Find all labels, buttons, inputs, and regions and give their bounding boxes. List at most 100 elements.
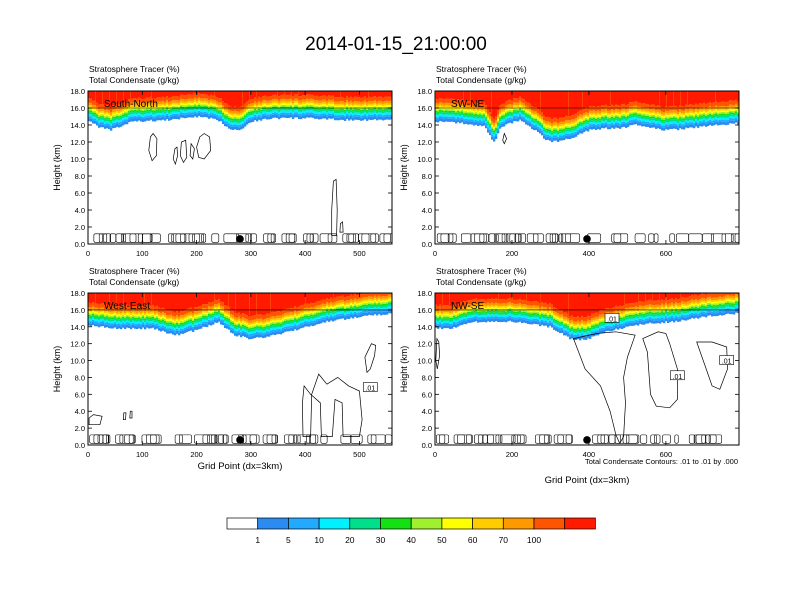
tracer-column	[597, 123, 600, 127]
tracer-column	[651, 114, 654, 117]
tracer-column	[196, 293, 199, 308]
tracer-column	[557, 130, 560, 133]
tracer-column	[589, 106, 592, 111]
tracer-column	[258, 332, 261, 335]
tracer-column	[637, 122, 640, 126]
tracer-column	[551, 134, 554, 138]
tracer-column	[118, 325, 121, 329]
tracer-column	[176, 321, 179, 323]
tracer-column	[242, 119, 245, 122]
tracer-column	[118, 312, 121, 315]
tracer-column	[286, 324, 289, 327]
tracer-column	[232, 91, 235, 107]
tracer-column	[388, 103, 391, 106]
tracer-column	[439, 108, 442, 110]
tracer-column	[172, 318, 175, 321]
tracer-column	[525, 101, 528, 106]
tracer-column	[711, 120, 714, 123]
tracer-column	[525, 117, 528, 120]
tracer-column	[244, 329, 247, 332]
tracer-column	[248, 332, 251, 335]
tracer-column	[294, 316, 297, 319]
tracer-column	[268, 104, 271, 107]
tracer-column	[130, 314, 133, 317]
tracer-column	[282, 94, 285, 99]
tracer-column	[649, 122, 652, 125]
tracer-column	[593, 123, 596, 127]
tracer-column	[286, 105, 289, 107]
tracer-column	[102, 303, 105, 308]
tracer-column	[537, 113, 540, 116]
tracer-column	[553, 137, 556, 141]
tracer-column	[156, 305, 159, 311]
tracer-column	[597, 118, 600, 120]
tracer-column	[354, 114, 357, 117]
tracer-column	[114, 91, 117, 105]
tracer-column	[553, 126, 556, 128]
tracer-column	[302, 101, 305, 104]
tracer-column	[152, 311, 155, 314]
tracer-column	[288, 114, 291, 118]
tracer-column	[124, 109, 127, 112]
tracer-column	[92, 104, 95, 108]
tracer-column	[194, 318, 197, 321]
tracer-column	[126, 91, 129, 102]
tracer-column	[473, 114, 476, 117]
tracer-column	[587, 120, 590, 123]
tracer-column	[194, 105, 197, 108]
tracer-column	[94, 107, 97, 110]
tracer-column	[108, 309, 111, 313]
tracer-column	[138, 104, 141, 106]
tracer-column	[459, 118, 462, 121]
tracer-column	[102, 114, 105, 117]
tracer-column	[134, 115, 137, 118]
tracer-column	[236, 120, 239, 123]
tracer-column	[330, 115, 333, 119]
tracer-column	[344, 102, 347, 105]
tracer-column	[697, 91, 700, 105]
tracer-column	[439, 109, 442, 112]
tracer-column	[314, 109, 317, 112]
tracer-column	[553, 133, 556, 136]
tracer-column	[126, 121, 129, 125]
tracer-column	[621, 117, 624, 120]
tracer-column	[629, 120, 632, 123]
tracer-column	[471, 91, 474, 102]
tracer-column	[507, 120, 510, 124]
tracer-column	[693, 112, 696, 114]
tracer-column	[577, 127, 580, 130]
tracer-column	[635, 119, 638, 122]
tracer-column	[214, 107, 217, 110]
tracer-column	[306, 311, 309, 314]
tracer-column	[445, 108, 448, 111]
tracer-column	[286, 99, 289, 102]
tracer-column	[146, 117, 149, 121]
tracer-column	[112, 323, 115, 326]
tracer-column	[671, 116, 674, 118]
tracer-column	[545, 127, 548, 130]
tracer-column	[469, 121, 472, 125]
tracer-column	[120, 119, 123, 122]
ground-contour	[447, 233, 457, 243]
y-tick-label: 16.0	[70, 104, 85, 113]
tracer-column	[220, 102, 223, 106]
tracer-column	[190, 106, 193, 109]
tracer-column	[126, 322, 129, 325]
tracer-column	[368, 100, 371, 104]
tracer-column	[721, 105, 724, 109]
tracer-column	[334, 313, 337, 316]
x-tick-label: 500	[353, 249, 366, 258]
tracer-column	[116, 115, 119, 118]
tracer-column	[194, 313, 197, 316]
tracer-column	[178, 312, 181, 317]
tracer-column	[144, 326, 147, 330]
tracer-column	[651, 118, 654, 121]
tracer-column	[306, 110, 309, 113]
tracer-stripe	[193, 91, 194, 94]
tracer-column	[120, 293, 123, 307]
tracer-column	[459, 108, 462, 111]
tracer-column	[463, 121, 466, 125]
tracer-column	[308, 293, 311, 304]
tracer-column	[507, 91, 510, 101]
tracer-column	[184, 108, 187, 112]
